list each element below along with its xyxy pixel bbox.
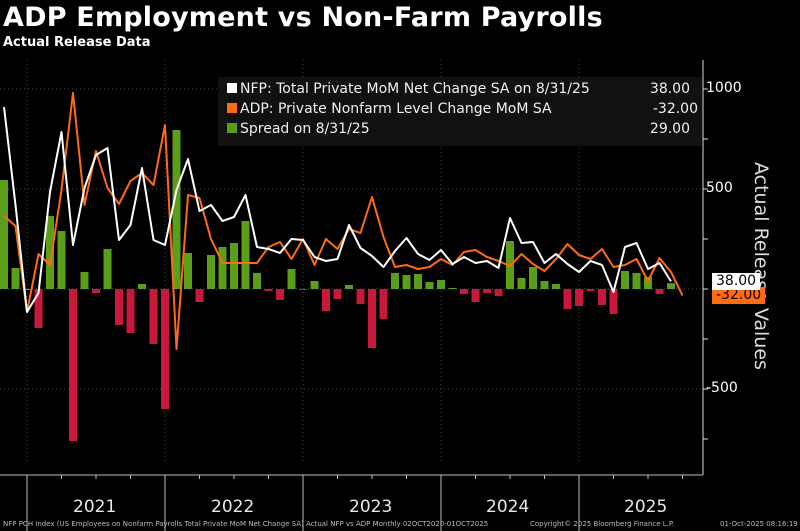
x-tick-label: 2021 [73,497,117,517]
footer-source: NFP PCH Index (US Employees on Nonfarm P… [3,520,489,528]
y-tick-label: -500 [706,380,738,396]
legend-value-spread: 29.00 [649,121,690,137]
legend-value-adp: -32.00 [652,101,698,117]
legend-item-spread: Spread on 8/31/25 [227,119,370,139]
x-tick-label: 2024 [486,497,530,517]
x-tick-label: 2023 [349,497,393,517]
x-tick-label: 2022 [211,497,255,517]
legend-item-nfp: NFP: Total Private MoM Net Change SA on … [227,79,590,99]
legend-item-adp: ADP: Private Nonfarm Level Change MoM SA [227,99,552,119]
legend-label: Spread on 8/31/25 [240,121,370,137]
chart-title: ADP Employment vs Non-Farm Payrolls [3,2,603,33]
legend-swatch-orange [227,103,237,113]
last-value-label-adp: -32.00 [712,287,766,304]
legend-swatch-white [227,83,237,93]
footer-copyright: Copyright© 2025 Bloomberg Finance L.P. [530,520,675,528]
legend-swatch-green [227,123,237,133]
legend-value-nfp: 38.00 [649,81,690,97]
legend-label: ADP: Private Nonfarm Level Change MoM SA [240,101,552,117]
x-tick-label: 2025 [624,497,668,517]
y-tick-label: 500 [706,180,733,196]
footer-timestamp: 01-Oct-2025 08:16:19 [720,520,798,528]
legend: NFP: Total Private MoM Net Change SA on … [218,77,702,146]
legend-label: NFP: Total Private MoM Net Change SA on … [240,81,590,97]
last-value-label-nfp: 38.00 [712,273,761,290]
y-tick-label: 1000 [706,80,742,96]
chart-subtitle: Actual Release Data [3,35,151,50]
